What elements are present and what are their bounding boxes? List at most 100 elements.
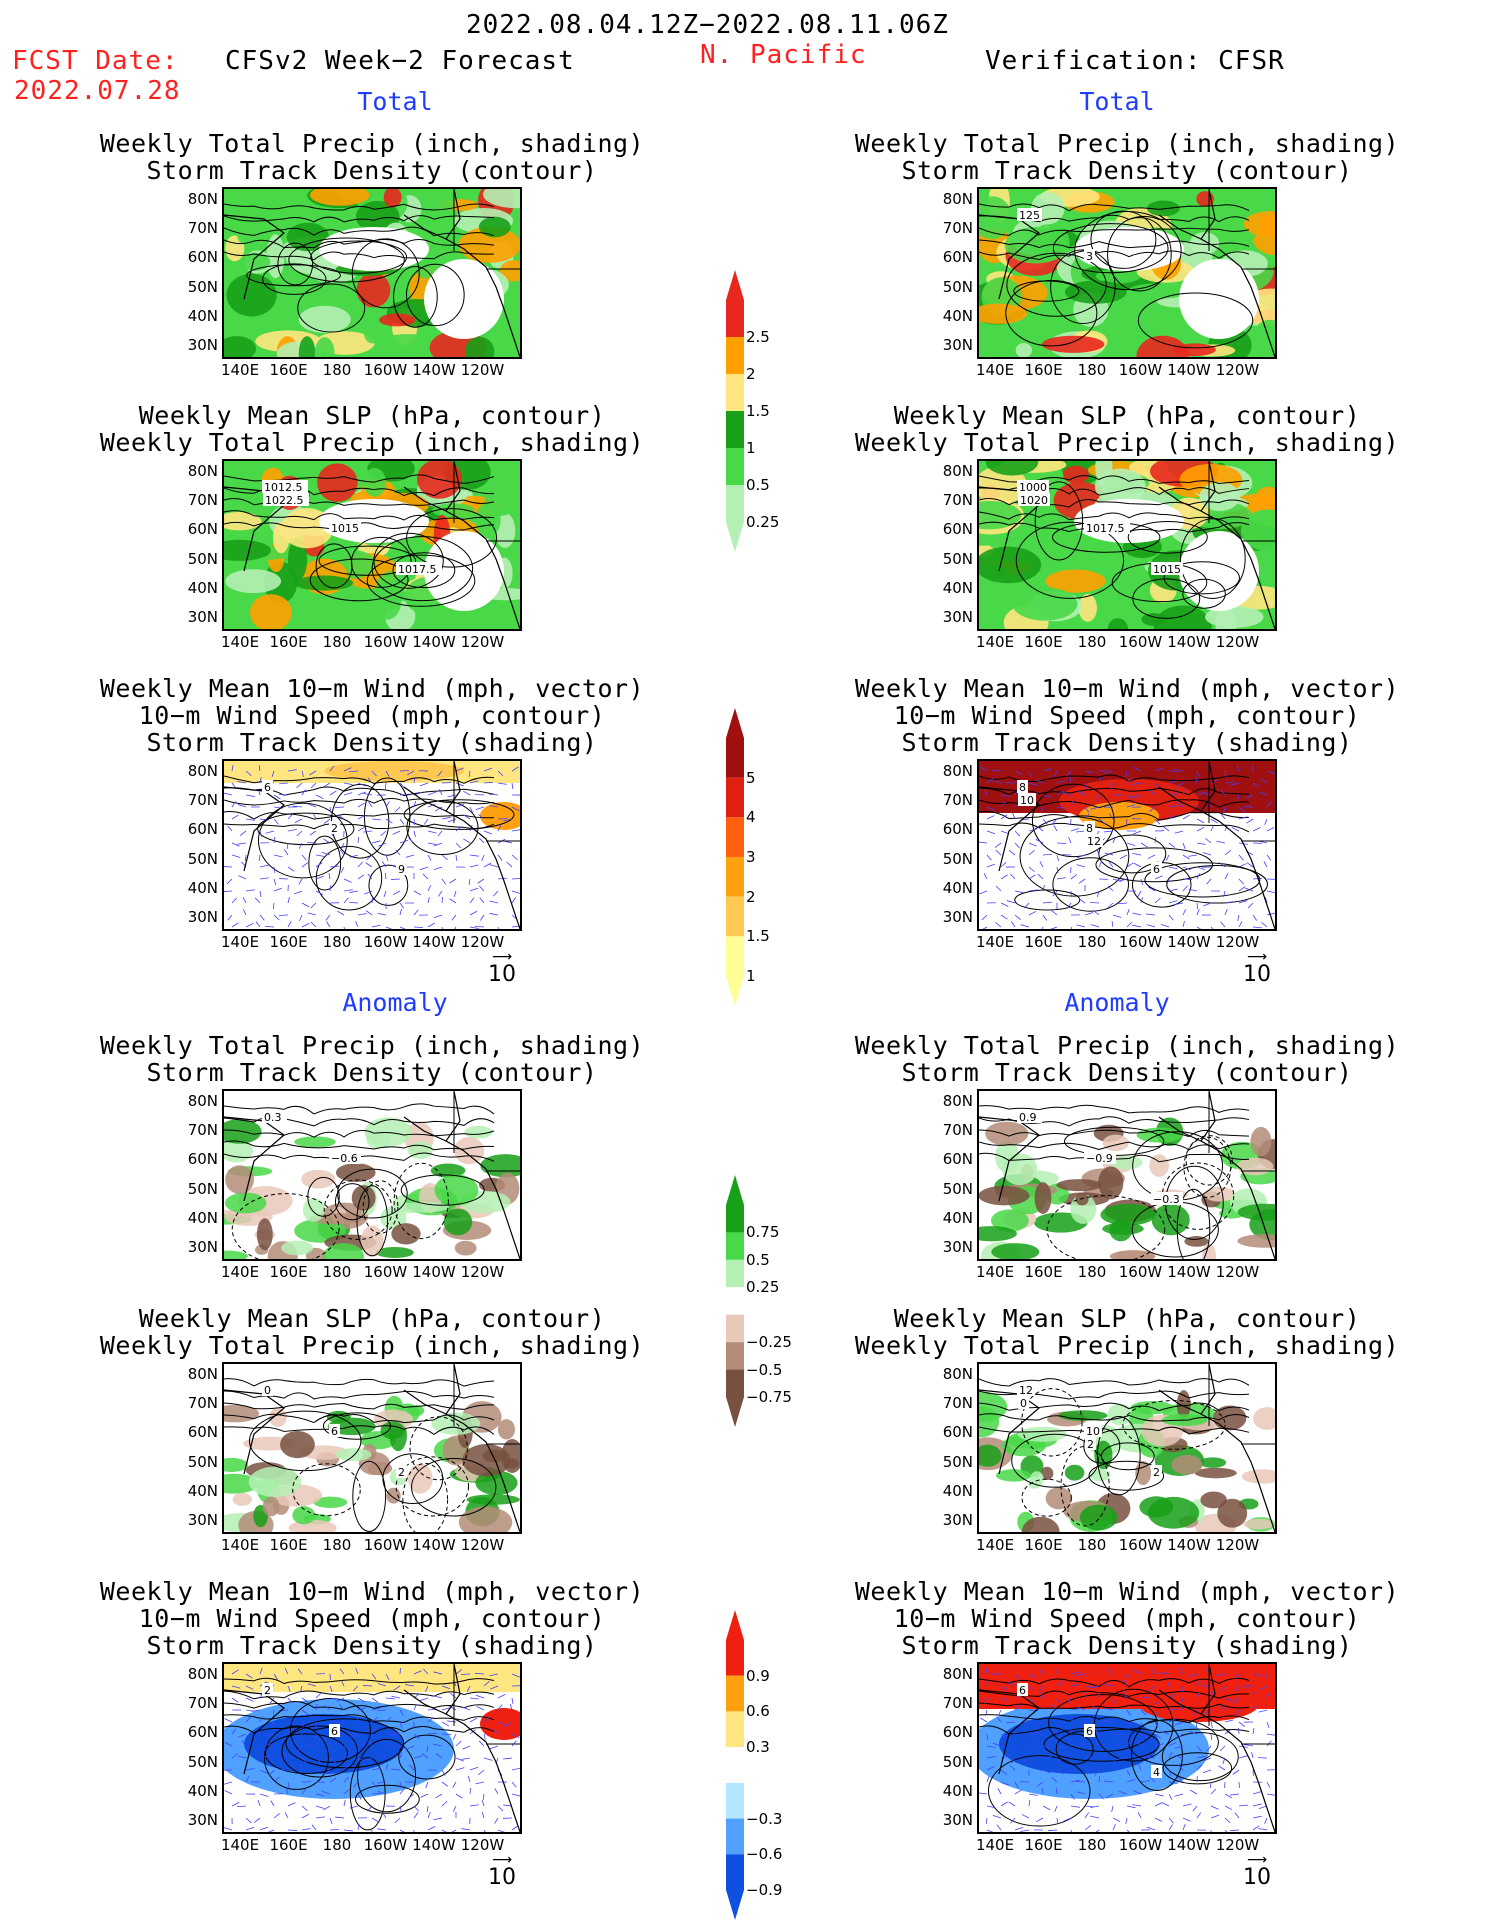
wind-vector	[253, 1817, 261, 1823]
wind-vector	[287, 1721, 297, 1725]
wind-vector	[231, 854, 241, 858]
wind-vector	[356, 1715, 359, 1723]
wind-vector	[1042, 1755, 1052, 1759]
coastline	[224, 1689, 285, 1775]
wind-vector	[463, 790, 471, 796]
wind-vector	[231, 897, 238, 904]
lon-tick-label: 120W	[1215, 633, 1260, 651]
wind-vector	[1188, 854, 1198, 857]
contour-line	[979, 1413, 1250, 1422]
anomaly-blob	[375, 1246, 414, 1258]
wind-vector	[413, 800, 416, 808]
wind-vector	[1252, 1727, 1255, 1735]
wind-vector	[357, 1707, 367, 1711]
wind-vector	[357, 861, 363, 868]
lon-tick-label: 140E	[975, 361, 1015, 379]
wind-vector	[452, 1805, 457, 1812]
wind-vector	[1028, 1673, 1037, 1678]
wind-vector	[483, 1829, 486, 1832]
precip-blob	[298, 336, 316, 357]
wind-vector	[1224, 1817, 1231, 1824]
wind-vector	[371, 896, 373, 904]
wind-vector	[463, 814, 471, 820]
wind-vector	[1098, 1667, 1101, 1675]
lon-tick-label: 120W	[460, 1263, 505, 1281]
precip-blob	[375, 571, 404, 611]
wind-vector	[391, 1695, 401, 1699]
wind-vector	[1146, 913, 1156, 916]
wind-vector	[399, 926, 406, 929]
wind-vector	[1162, 826, 1170, 832]
wind-vector	[1244, 1744, 1254, 1747]
lon-tick-label: 180	[1077, 361, 1107, 379]
contour-line	[224, 226, 495, 237]
wind-vector	[1168, 1817, 1174, 1824]
contour-label-bg	[262, 480, 308, 493]
contour-label-bg	[1017, 780, 1028, 793]
wind-vector	[242, 897, 247, 904]
wind-vector	[300, 1685, 303, 1693]
wind-vector	[1232, 1769, 1240, 1775]
contour-label: 6	[1086, 1725, 1093, 1738]
precip-blob	[1243, 211, 1275, 237]
dry-area	[1179, 531, 1259, 611]
contour-label-bg	[1151, 1465, 1162, 1478]
wind-vector	[483, 830, 492, 835]
wind-vector	[340, 866, 345, 873]
wind-vector	[479, 897, 485, 904]
precip-blob	[240, 252, 271, 271]
panel-title: Weekly Total Precip (inch, shading) Storm…	[92, 1032, 652, 1086]
precip-blob	[432, 503, 475, 518]
wind-vector	[433, 866, 443, 870]
wind-vector	[1084, 782, 1088, 789]
wind-vector	[1220, 789, 1226, 796]
wind-vector	[349, 890, 359, 893]
lat-tick-label: 60N	[942, 1723, 973, 1742]
wind-vector	[363, 1757, 373, 1761]
wind-vector	[1245, 794, 1254, 799]
wind-vector	[357, 874, 365, 880]
coastline	[224, 1116, 285, 1202]
wind-vector	[1196, 770, 1200, 777]
wind-vector	[482, 1793, 485, 1801]
wind-vector	[315, 1703, 318, 1711]
wind-vector	[1064, 1753, 1072, 1759]
wind-vector	[1154, 1802, 1163, 1807]
wind-vector	[511, 1825, 519, 1831]
lon-tick-label: 160W	[363, 633, 408, 651]
wind-vector	[272, 902, 275, 910]
wind-vector	[1070, 1716, 1075, 1723]
lon-tick-label: 180	[322, 633, 352, 651]
wind-vector	[308, 803, 317, 808]
colorbar-label: 4	[746, 808, 756, 827]
wind-vector	[1112, 1742, 1122, 1747]
anomaly-blob	[398, 1201, 449, 1213]
wind-vector	[1012, 1745, 1016, 1752]
precip-blob	[979, 303, 1028, 324]
lat-tick-label: 40N	[942, 878, 973, 897]
wind-vector	[335, 1816, 345, 1819]
wind-vector	[1126, 1721, 1135, 1726]
date-range: 2022.08.04.12Z−2022.08.11.06Z	[466, 10, 949, 40]
lat-tick-label: 60N	[187, 1723, 218, 1742]
panel-title-line: 10−m Wind Speed (mph, contour)	[138, 1604, 606, 1633]
wind-vector	[1137, 1812, 1142, 1819]
wind-vector	[385, 1697, 395, 1700]
contour-label-bg	[1018, 493, 1050, 506]
vector-reference: ⟶ 10	[482, 1853, 522, 1890]
wind-vector	[1266, 912, 1275, 916]
wind-vector	[343, 1764, 349, 1771]
wind-vector	[343, 1799, 346, 1807]
precip-blob	[224, 194, 244, 216]
lon-tick-label: 180	[1077, 933, 1107, 951]
precip-blob	[224, 539, 272, 561]
wind-vector	[1076, 1791, 1086, 1795]
contour-label: 9	[398, 863, 405, 876]
wind-vector	[1251, 1751, 1254, 1759]
wind-vector	[453, 890, 457, 897]
contour-label: 2	[1087, 1438, 1094, 1451]
wind-vector	[1070, 800, 1074, 808]
wind-vector	[1014, 1781, 1019, 1788]
